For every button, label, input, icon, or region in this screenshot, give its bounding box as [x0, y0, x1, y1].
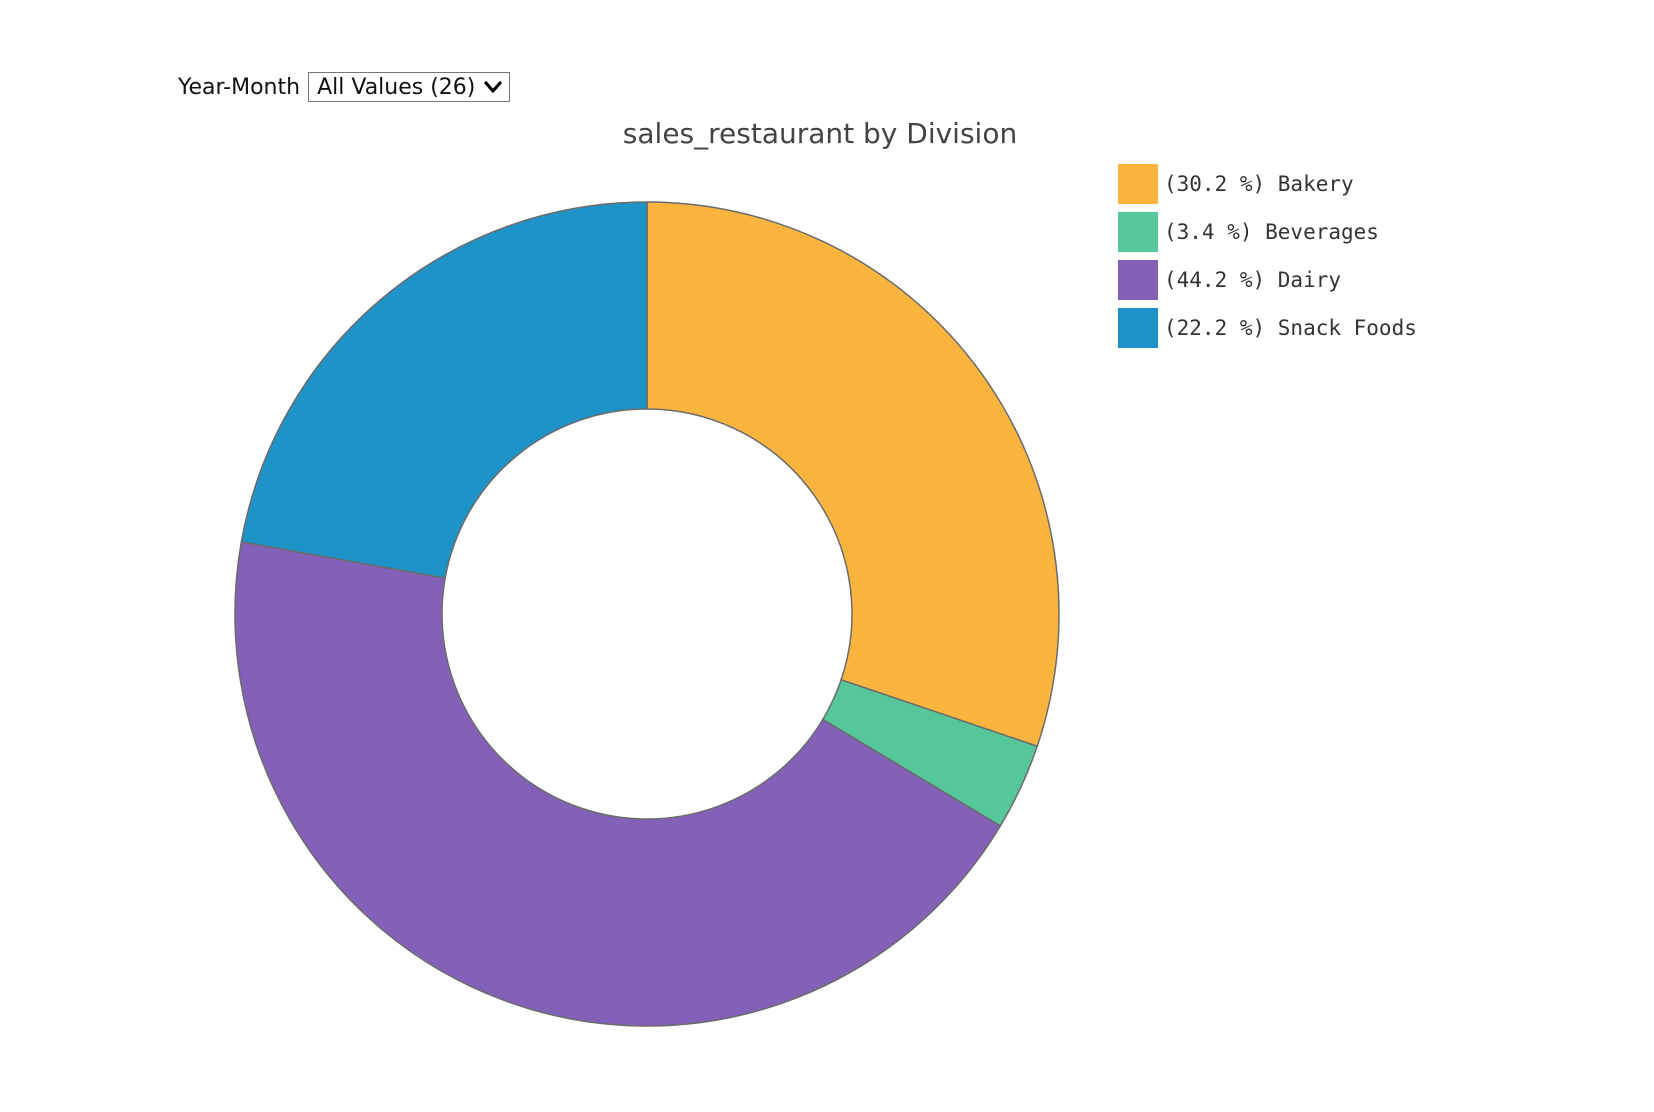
legend-label: (3.4 %) Beverages	[1164, 220, 1379, 244]
legend-label: (44.2 %) Dairy	[1164, 268, 1342, 292]
legend-label: (30.2 %) Bakery	[1164, 172, 1354, 196]
legend-label: (22.2 %) Snack Foods	[1164, 316, 1417, 340]
year-month-select-value: All Values (26)	[317, 74, 476, 100]
donut-slice-snack-foods[interactable]	[240, 201, 648, 579]
legend-swatch	[1118, 308, 1158, 348]
legend-item-snack-foods[interactable]: (22.2 %) Snack Foods	[1118, 304, 1417, 352]
legend-swatch	[1118, 164, 1158, 204]
donut-slice-dairy[interactable]	[234, 541, 1002, 1027]
legend-item-beverages[interactable]: (3.4 %) Beverages	[1118, 208, 1417, 256]
legend-swatch	[1118, 260, 1158, 300]
legend-swatch	[1118, 212, 1158, 252]
chart-title: sales_restaurant by Division	[622, 117, 1018, 150]
legend-item-dairy[interactable]: (44.2 %) Dairy	[1118, 256, 1417, 304]
year-month-select[interactable]: All Values (26)	[308, 72, 511, 102]
year-month-label: Year-Month	[178, 74, 301, 100]
year-month-filter: Year-Month All Values (26)	[178, 72, 511, 102]
chevron-down-icon	[484, 81, 502, 93]
chart-legend: (30.2 %) Bakery (3.4 %) Beverages (44.2 %)…	[1118, 160, 1417, 352]
legend-item-bakery[interactable]: (30.2 %) Bakery	[1118, 160, 1417, 208]
donut-slice-bakery[interactable]	[646, 201, 1060, 748]
